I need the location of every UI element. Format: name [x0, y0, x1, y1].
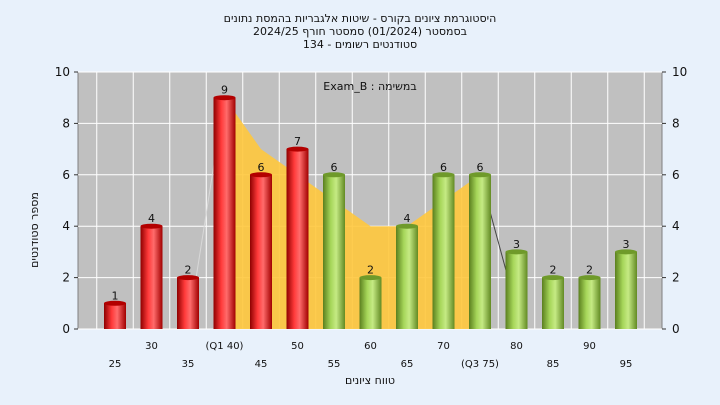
y-axis-left-ticks: 0 2 4 6 8 10 — [55, 65, 78, 336]
y-tick-label-right: 4 — [672, 219, 680, 233]
chart-title-line-2: בסמסטר (01/2024) סמסטר חורף 2024/25 — [253, 25, 467, 38]
bar-30 — [140, 226, 163, 329]
bar-value-label: 3 — [623, 238, 630, 251]
chart-title-line-3: סטודנטים רשומים - 134 — [303, 38, 417, 51]
x-tick-label: 30 — [145, 341, 158, 352]
bar-top-25 — [104, 300, 126, 306]
x-tick-label: 90 — [583, 341, 596, 352]
y-tick-label-right: 6 — [672, 168, 680, 182]
y-tick-label-right: 10 — [672, 65, 687, 79]
bar-90 — [578, 277, 601, 329]
bar-top-65 — [396, 223, 418, 229]
y-tick-label-left: 2 — [62, 271, 70, 285]
bar-top-95 — [615, 249, 637, 255]
bar-top-35 — [177, 275, 199, 281]
bar-top-30 — [140, 223, 163, 229]
y-axis-label: מספר סטודנטים — [28, 192, 41, 268]
bar-55 — [323, 174, 345, 329]
bar-top-(Q3 75) — [469, 172, 491, 178]
bar-value-label: 2 — [586, 264, 593, 277]
bar-45 — [250, 174, 272, 329]
bar-35 — [177, 277, 199, 329]
bar-65 — [396, 226, 418, 329]
y-tick-label-left: 10 — [55, 65, 70, 79]
y-tick-label-left: 8 — [62, 116, 70, 130]
bar-50 — [286, 149, 309, 329]
bar-value-label: 9 — [221, 84, 228, 97]
bar-value-label: 1 — [112, 289, 119, 302]
bars — [104, 95, 637, 329]
bar-60 — [359, 277, 382, 329]
bar-(Q3 75) — [469, 174, 491, 329]
x-axis-ticks: 25 30 35 (Q1 40) 45 50 55 60 65 70 (Q3 75) 80 85 90 95 — [109, 341, 633, 370]
bar-(Q1 40) — [213, 97, 236, 329]
x-tick-label: 65 — [401, 359, 414, 370]
x-tick-label: (Q1 40) — [206, 341, 244, 352]
bar-top-60 — [359, 275, 382, 281]
bar-top-85 — [542, 275, 564, 281]
bar-value-label: 2 — [367, 264, 374, 277]
bar-top-80 — [505, 249, 528, 255]
y-axis-right-ticks: 0 2 4 6 8 10 — [662, 65, 687, 336]
grid-lines — [78, 71, 662, 330]
bar-value-label: 2 — [550, 264, 557, 277]
chart-title-block: היסטוגרמת ציונים בקורס - שיטות אלגבריות … — [224, 12, 497, 51]
bar-value-labels: 1 4 2 9 6 7 6 2 4 6 6 3 2 2 3 — [112, 84, 630, 303]
bar-top-70 — [432, 172, 455, 178]
exam-annotation: Exam_B : במשימה — [323, 80, 416, 93]
y-tick-label-right: 0 — [672, 322, 680, 336]
bar-top-55 — [323, 172, 345, 178]
bar-value-label: 7 — [294, 135, 301, 148]
x-tick-label: 85 — [547, 359, 560, 370]
bar-value-label: 4 — [148, 212, 155, 225]
x-axis-label: טווח ציונים — [345, 374, 395, 387]
bar-top-50 — [286, 146, 309, 152]
x-tick-label: 95 — [620, 359, 633, 370]
x-tick-label: 45 — [255, 359, 268, 370]
x-tick-label: 25 — [109, 359, 122, 370]
y-tick-label-right: 8 — [672, 116, 680, 130]
x-tick-label: 55 — [328, 359, 341, 370]
y-tick-label-left: 6 — [62, 168, 70, 182]
y-tick-label-left: 4 — [62, 219, 70, 233]
bar-top-45 — [250, 172, 272, 178]
bar-80 — [505, 251, 528, 329]
x-tick-label: 80 — [510, 341, 523, 352]
y-tick-label-left: 0 — [62, 322, 70, 336]
bar-value-label: 6 — [331, 161, 338, 174]
x-tick-label: (Q3 75) — [461, 359, 499, 370]
bar-value-label: 3 — [513, 238, 520, 251]
bar-top-(Q1 40) — [213, 95, 236, 101]
bar-85 — [542, 277, 564, 329]
bar-70 — [432, 174, 455, 329]
bar-95 — [615, 251, 637, 329]
chart-title-line-1: היסטוגרמת ציונים בקורס - שיטות אלגבריות … — [224, 12, 497, 25]
bar-value-label: 4 — [404, 212, 411, 225]
x-tick-label: 70 — [437, 341, 450, 352]
x-tick-label: 60 — [364, 341, 377, 352]
x-tick-label: 50 — [291, 341, 304, 352]
y-tick-label-right: 2 — [672, 271, 680, 285]
bar-25 — [104, 303, 126, 329]
bar-value-label: 6 — [440, 161, 447, 174]
bar-top-90 — [578, 275, 601, 281]
bar-value-label: 2 — [185, 264, 192, 277]
x-tick-label: 35 — [182, 359, 195, 370]
bar-value-label: 6 — [258, 161, 265, 174]
bar-value-label: 6 — [477, 161, 484, 174]
